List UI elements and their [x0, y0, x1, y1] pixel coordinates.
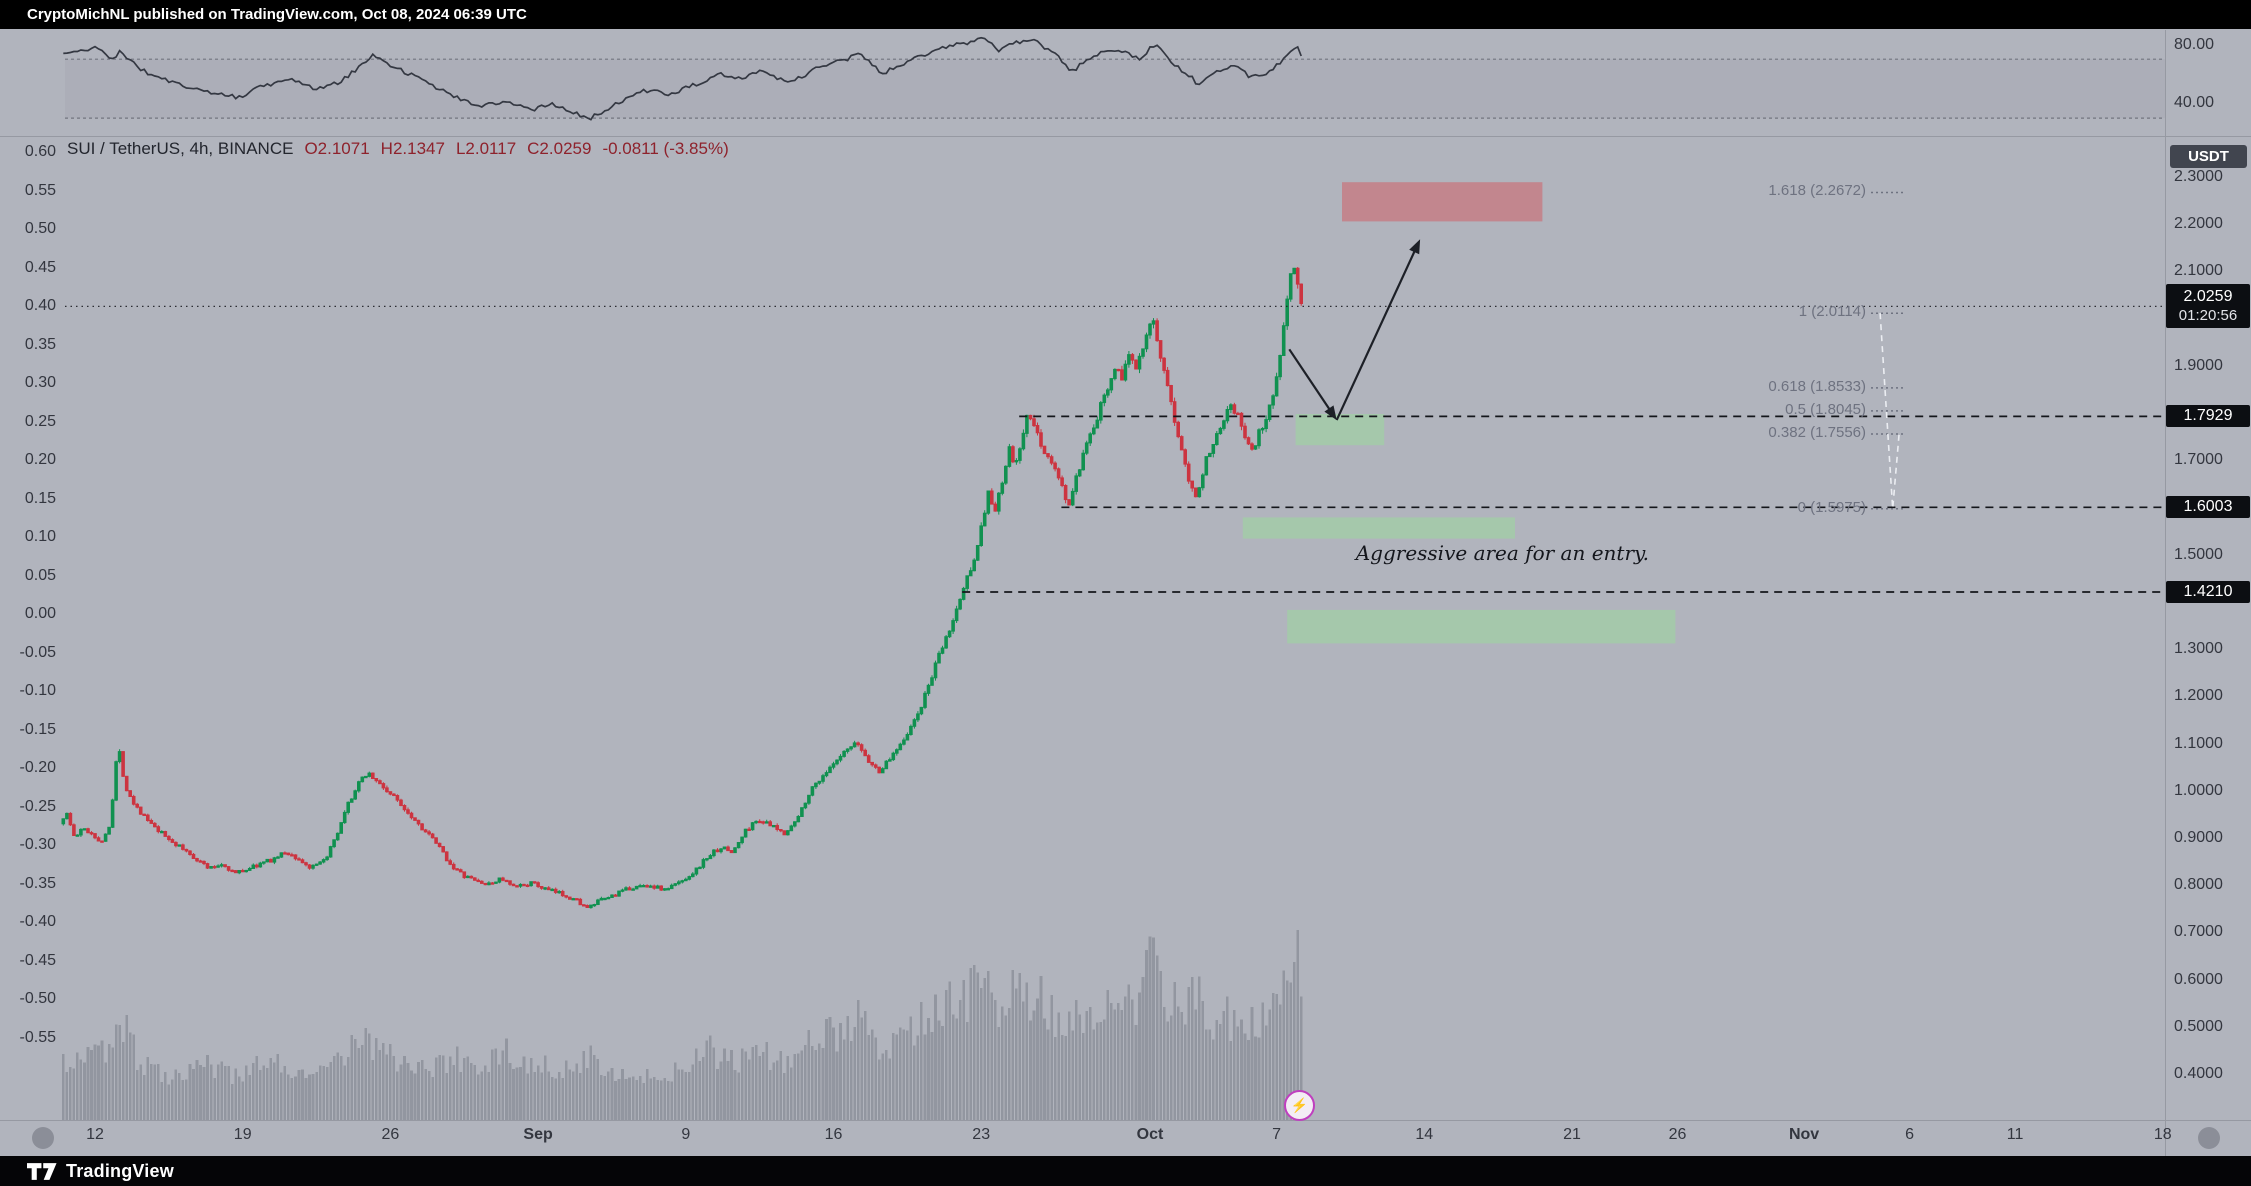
bar-countdown: 01:20:56 — [2178, 307, 2238, 325]
time-axis-tick: 12 — [86, 1126, 104, 1143]
resistance-zone[interactable] — [1342, 182, 1543, 222]
time-axis-month-tick: Nov — [1788, 1126, 1820, 1143]
time-axis-month-tick: Sep — [523, 1126, 553, 1143]
candles-down — [68, 267, 1304, 908]
time-axis-month-tick: Oct — [1136, 1126, 1164, 1143]
ohlc-close: C2.0259 — [527, 139, 592, 158]
publish-info-text: CryptoMichNL published on TradingView.co… — [27, 6, 527, 23]
time-axis-right-button[interactable] — [2198, 1127, 2220, 1149]
time-axis-tick: 16 — [824, 1126, 843, 1143]
symbol-title: SUI / TetherUS, 4h, BINANCE — [67, 139, 294, 158]
time-axis-tick: 26 — [381, 1126, 400, 1143]
time-axis-tick: 14 — [1415, 1126, 1434, 1143]
time-axis-tick: 11 — [2006, 1126, 2024, 1143]
symbol-info[interactable]: SUI / TetherUS, 4h, BINANCE O2.1071 H2.1… — [67, 139, 729, 159]
time-axis-left-button[interactable] — [32, 1127, 54, 1149]
time-axis[interactable]: 12 19 26 Sep 9 16 23 Oct 7 14 21 26 Nov 6 11 18 — [0, 1121, 2251, 1156]
current-price-value: 2.0259 — [2183, 288, 2233, 306]
entry-annotation-text[interactable]: Aggressive area for an entry. — [1355, 540, 1650, 565]
time-axis-tick: 9 — [681, 1126, 691, 1143]
current-price-label: 2.0259 01:20:56 — [2166, 284, 2250, 329]
rsi-band — [65, 59, 2165, 119]
publish-info-bar: CryptoMichNL published on TradingView.co… — [0, 0, 2251, 29]
footer-brand[interactable]: TradingView — [66, 1160, 174, 1181]
fib-tool-connector[interactable] — [1879, 313, 1900, 509]
idea-emoji-marker[interactable]: ⚡ — [1284, 1090, 1315, 1121]
entry-zone-3[interactable] — [1287, 609, 1676, 644]
time-axis-tick: 6 — [1905, 1126, 1915, 1143]
time-axis-tick: 23 — [972, 1126, 991, 1143]
entry-zone-1[interactable] — [1295, 414, 1385, 446]
candles-up — [61, 267, 1297, 909]
time-axis-tick: 26 — [1668, 1126, 1687, 1143]
ohlc-low: L2.0117 — [455, 139, 517, 158]
rsi-line[interactable] — [63, 36, 1302, 121]
volume-bars — [62, 930, 1303, 1120]
time-axis-tick: 7 — [1272, 1126, 1282, 1143]
footer-bar: TradingView — [0, 1156, 2251, 1186]
time-axis-tick: 18 — [2153, 1126, 2172, 1143]
tradingview-logo[interactable] — [27, 1162, 57, 1180]
projection-arrow-1[interactable] — [1288, 348, 1337, 421]
entry-zone-2[interactable] — [1242, 517, 1515, 539]
ohlc-change: -0.0811 (-3.85%) — [602, 139, 729, 158]
ohlc-open: O2.1071 — [304, 139, 370, 158]
ohlc-high: H2.1347 — [380, 139, 445, 158]
time-axis-tick: 21 — [1563, 1126, 1581, 1143]
projection-arrow-2[interactable] — [1335, 239, 1421, 421]
time-axis-tick: 19 — [233, 1126, 252, 1143]
quote-currency-badge[interactable]: USDT — [2170, 145, 2247, 168]
